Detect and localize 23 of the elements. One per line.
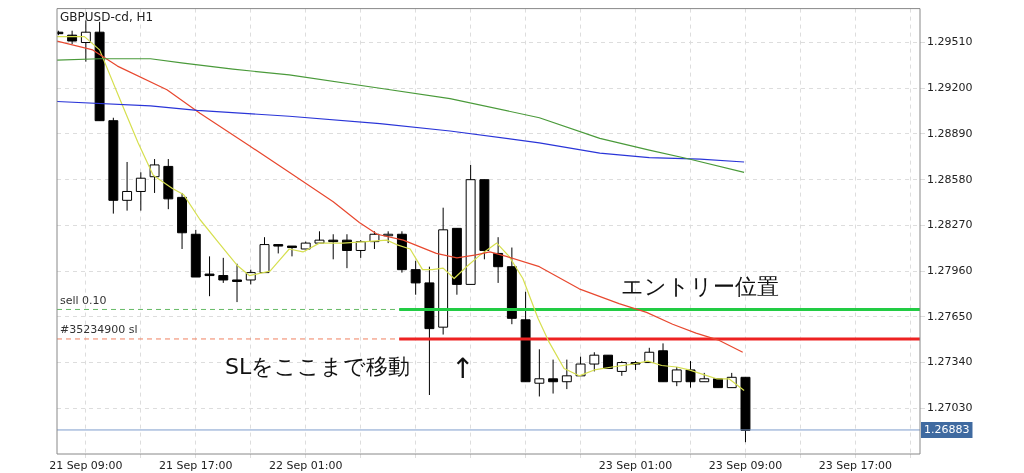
ref-line-label: sell 0.10	[60, 293, 107, 307]
y-tick-label: 1.29510	[927, 35, 973, 49]
y-tick-label: 1.27650	[927, 309, 973, 323]
annotation: エントリー位置	[620, 274, 779, 300]
candlestick	[232, 263, 242, 303]
y-tick-label: 1.28270	[927, 218, 973, 232]
y-tick-label: 1.27960	[927, 263, 973, 277]
x-tick-label: 21 Sep 17:00	[159, 459, 233, 473]
ref-line-label: #35234900 sl	[60, 323, 138, 337]
x-tick-label: 23 Sep 09:00	[708, 459, 783, 473]
x-tick-label: 23 Sep 01:00	[598, 459, 673, 473]
y-tick-label: 1.27030	[927, 401, 973, 415]
annotation: SLをここまで移動	[225, 354, 411, 380]
x-tick-label: 23 Sep 17:00	[818, 459, 893, 473]
y-tick-label: 1.28890	[927, 126, 973, 140]
y-tick-label: 1.29200	[927, 81, 973, 95]
y-tick-label: 1.28580	[927, 172, 973, 186]
chart-title: GBPUSD-cd, H1	[60, 9, 154, 24]
x-tick-label: 21 Sep 09:00	[49, 459, 123, 473]
x-tick-label: 22 Sep 01:00	[269, 459, 343, 473]
annotation: ↑	[450, 351, 475, 385]
y-tick-label: 1.27340	[927, 355, 973, 369]
ref-line-label: 1.26883	[924, 422, 970, 436]
